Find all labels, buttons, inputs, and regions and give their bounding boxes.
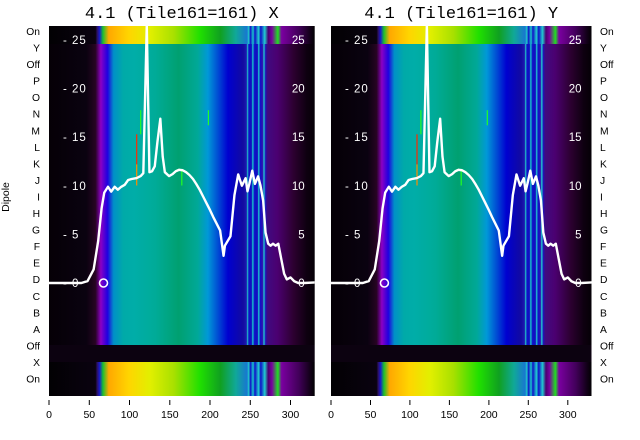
svg-text:P: P xyxy=(33,77,40,88)
svg-text:O: O xyxy=(600,93,608,104)
svg-text:- 20: - 20 xyxy=(345,84,369,96)
svg-text:15: 15 xyxy=(569,132,582,144)
svg-text:L: L xyxy=(600,143,606,154)
svg-text:N: N xyxy=(600,110,607,121)
svg-text:4.1 (Tile161=161) Y: 4.1 (Tile161=161) Y xyxy=(364,5,558,24)
svg-text:L: L xyxy=(34,143,40,154)
svg-text:O: O xyxy=(32,93,40,104)
svg-text:250: 250 xyxy=(242,409,260,421)
svg-text:On: On xyxy=(26,375,40,386)
svg-text:300: 300 xyxy=(282,409,300,421)
svg-text:I: I xyxy=(37,193,40,204)
svg-text:25: 25 xyxy=(292,35,305,47)
svg-text:20: 20 xyxy=(292,84,305,96)
svg-text:On: On xyxy=(600,375,614,386)
svg-text:Off: Off xyxy=(26,60,40,71)
svg-text:10: 10 xyxy=(292,181,305,193)
svg-text:100: 100 xyxy=(401,409,419,421)
svg-text:250: 250 xyxy=(520,409,538,421)
svg-text:F: F xyxy=(600,242,606,253)
svg-text:B: B xyxy=(600,308,607,319)
svg-text:Off: Off xyxy=(600,341,614,352)
svg-text:D: D xyxy=(600,275,607,286)
svg-text:J: J xyxy=(35,176,40,187)
svg-text:H: H xyxy=(600,209,607,220)
svg-text:Dipole: Dipole xyxy=(0,182,12,212)
svg-text:E: E xyxy=(600,259,607,270)
svg-text:M: M xyxy=(600,126,609,137)
svg-text:- 15: - 15 xyxy=(345,132,369,144)
svg-text:C: C xyxy=(33,292,41,303)
svg-text:25: 25 xyxy=(569,35,582,47)
svg-text:- 0: - 0 xyxy=(63,278,79,290)
svg-text:0: 0 xyxy=(46,409,52,421)
svg-text:300: 300 xyxy=(559,409,577,421)
svg-text:Off: Off xyxy=(26,341,40,352)
svg-text:X: X xyxy=(600,358,607,369)
svg-text:0: 0 xyxy=(575,278,581,290)
svg-text:- 10: - 10 xyxy=(345,181,369,193)
svg-text:20: 20 xyxy=(569,84,582,96)
svg-text:200: 200 xyxy=(480,409,498,421)
svg-text:- 5: - 5 xyxy=(345,229,361,241)
svg-text:K: K xyxy=(33,159,40,170)
svg-text:- 20: - 20 xyxy=(63,84,87,96)
svg-text:I: I xyxy=(600,193,603,204)
svg-text:B: B xyxy=(33,308,40,319)
svg-text:- 25: - 25 xyxy=(63,35,87,47)
svg-text:- 25: - 25 xyxy=(345,35,369,47)
svg-text:Off: Off xyxy=(600,60,614,71)
svg-text:Y: Y xyxy=(33,44,40,55)
svg-text:- 0: - 0 xyxy=(345,278,361,290)
svg-text:- 15: - 15 xyxy=(63,132,87,144)
svg-text:10: 10 xyxy=(569,181,582,193)
svg-text:A: A xyxy=(600,325,607,336)
svg-text:A: A xyxy=(33,325,40,336)
svg-text:Y: Y xyxy=(600,44,607,55)
svg-text:H: H xyxy=(33,209,40,220)
svg-text:F: F xyxy=(34,242,40,253)
svg-text:150: 150 xyxy=(161,409,179,421)
svg-text:0: 0 xyxy=(298,278,304,290)
svg-text:- 10: - 10 xyxy=(63,181,87,193)
svg-text:5: 5 xyxy=(575,229,581,241)
svg-text:P: P xyxy=(600,77,607,88)
svg-text:On: On xyxy=(26,27,40,38)
svg-text:G: G xyxy=(32,226,40,237)
svg-text:M: M xyxy=(31,126,40,137)
svg-text:50: 50 xyxy=(83,409,95,421)
svg-text:G: G xyxy=(600,226,608,237)
svg-text:0: 0 xyxy=(328,409,334,421)
svg-text:J: J xyxy=(600,176,605,187)
svg-text:15: 15 xyxy=(292,132,305,144)
svg-text:On: On xyxy=(600,27,614,38)
svg-text:N: N xyxy=(33,110,40,121)
svg-text:100: 100 xyxy=(121,409,139,421)
svg-text:150: 150 xyxy=(441,409,459,421)
svg-text:4.1 (Tile161=161) X: 4.1 (Tile161=161) X xyxy=(85,5,279,24)
svg-text:50: 50 xyxy=(365,409,377,421)
svg-text:D: D xyxy=(33,275,40,286)
svg-text:C: C xyxy=(600,292,608,303)
svg-text:X: X xyxy=(33,358,40,369)
svg-text:K: K xyxy=(600,159,607,170)
svg-text:5: 5 xyxy=(298,229,304,241)
svg-text:200: 200 xyxy=(201,409,219,421)
svg-text:- 5: - 5 xyxy=(63,229,79,241)
svg-text:E: E xyxy=(33,259,40,270)
